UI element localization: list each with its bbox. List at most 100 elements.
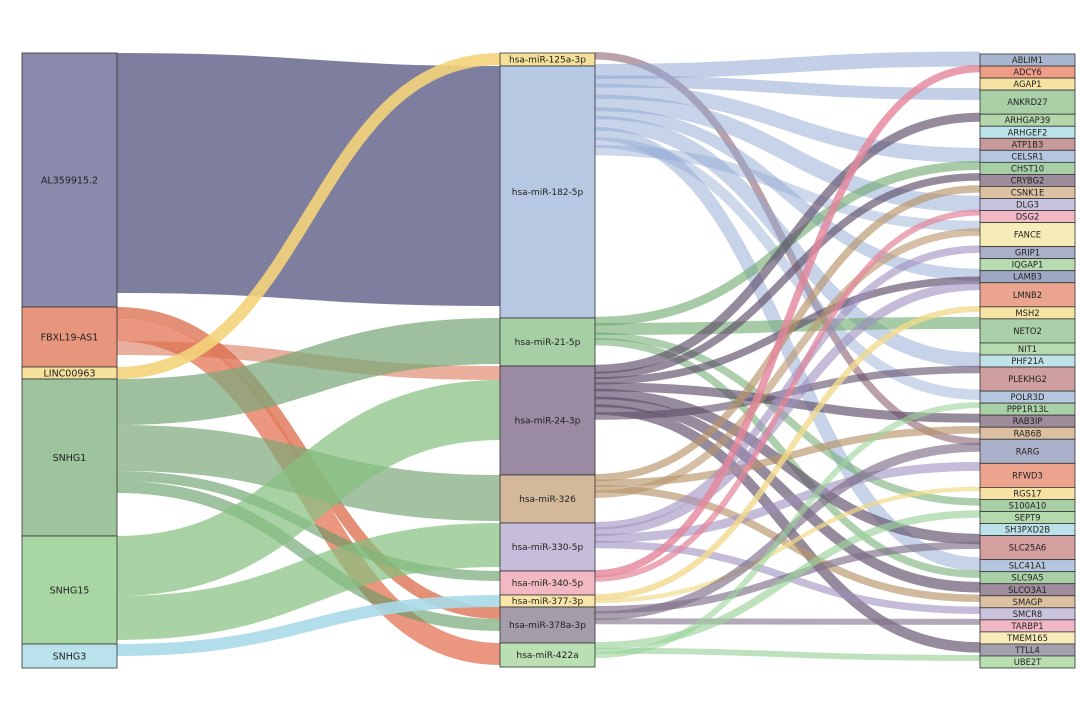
link-mirna-target [594, 461, 981, 543]
target-node-label: AGAP1 [1013, 79, 1041, 89]
target-node[interactable]: PHF21A [979, 354, 1076, 368]
target-node[interactable]: S100A10 [979, 499, 1076, 512]
target-node-box [979, 318, 1076, 344]
source-node[interactable]: AL359915.2 [21, 52, 118, 308]
mirna-node[interactable]: hsa-miR-182-5p [499, 65, 596, 319]
mirna-node-label: hsa-miR-24-3p [515, 417, 581, 427]
target-node[interactable]: PPP1R13L [979, 402, 1076, 416]
link-mirna-target [594, 388, 981, 545]
target-node[interactable]: ARHGEF2 [979, 125, 1076, 139]
mirna-node-box [499, 474, 596, 524]
target-node[interactable]: RAB6B [979, 426, 1076, 440]
link-mirna-target [594, 228, 981, 498]
target-node[interactable]: NETO2 [979, 318, 1076, 344]
target-node[interactable]: TARBP1 [979, 619, 1076, 633]
target-node-label: ARHGEF2 [1008, 127, 1048, 137]
target-node[interactable]: TTLL4 [979, 643, 1076, 657]
source-node-box [21, 306, 118, 368]
mirna-node[interactable]: hsa-miR-330-5p [499, 522, 596, 572]
target-node[interactable]: CELSR1 [979, 149, 1076, 163]
target-node-label: SMCR8 [1013, 609, 1043, 619]
source-node[interactable]: LINC00963 [21, 366, 118, 379]
target-node[interactable]: RAB3IP [979, 414, 1076, 428]
target-node[interactable]: SLC41A1 [979, 559, 1076, 573]
target-node[interactable]: FANCE [979, 222, 1076, 248]
target-node[interactable]: CRYBG2 [979, 173, 1076, 187]
link-mirna-target [594, 112, 981, 374]
source-node[interactable]: SNHG1 [21, 378, 118, 537]
target-node-label: NETO2 [1013, 326, 1042, 336]
target-node[interactable]: CHST10 [979, 161, 1076, 175]
link-mirna-target [594, 185, 981, 482]
source-node[interactable]: SNHG15 [21, 535, 118, 645]
target-node[interactable]: SLC9A5 [979, 571, 1076, 585]
target-node[interactable]: DSG2 [979, 210, 1076, 223]
target-node[interactable]: ATP1B3 [979, 137, 1076, 151]
mirna-node-label: hsa-miR-326 [519, 495, 576, 505]
target-node[interactable]: POLR3D [979, 390, 1076, 404]
mirna-node[interactable]: hsa-miR-422a [499, 642, 596, 668]
target-node[interactable]: AGAP1 [979, 77, 1076, 91]
mirna-node[interactable]: hsa-miR-377-3p [499, 594, 596, 608]
target-node-label: CELSR1 [1011, 151, 1043, 161]
target-node[interactable]: LAMB3 [979, 270, 1076, 284]
target-node[interactable]: SLC25A6 [979, 535, 1076, 561]
mirna-node[interactable]: hsa-miR-21-5p [499, 317, 596, 367]
link-mirna-target [594, 305, 981, 601]
target-node-label: SLC9A5 [1011, 573, 1043, 583]
target-node[interactable]: RGS17 [979, 487, 1076, 500]
target-node[interactable]: SLCO3A1 [979, 583, 1076, 597]
mirna-node-label: hsa-miR-378a-3p [509, 621, 586, 631]
target-node[interactable]: DLG3 [979, 198, 1076, 211]
target-node-label: DSG2 [1016, 212, 1040, 222]
target-node-label: RGS17 [1013, 488, 1041, 498]
target-node-box [979, 655, 1076, 669]
source-node[interactable]: FBXL19-AS1 [21, 306, 118, 368]
mirna-node-box [499, 317, 596, 367]
target-node-label: GRIP1 [1015, 248, 1040, 258]
target-node-label: CHST10 [1011, 163, 1044, 173]
target-node-box [979, 222, 1076, 248]
mirna-node-box [499, 365, 596, 476]
target-node[interactable]: LMNB2 [979, 282, 1076, 308]
target-node-box [979, 282, 1076, 308]
target-node[interactable]: MSH2 [979, 306, 1076, 320]
target-node[interactable]: TMEM165 [979, 631, 1076, 645]
mirna-node-label: hsa-miR-125a-3p [509, 56, 586, 66]
target-node[interactable]: NIT1 [979, 342, 1076, 356]
node-layer: AL359915.2 FBXL19-AS1 LINC00963 SNHG1 SNHG15… [21, 52, 1076, 669]
target-node[interactable]: IQGAP1 [979, 258, 1076, 272]
target-node-label: NIT1 [1018, 344, 1037, 354]
target-node[interactable]: ADCY6 [979, 65, 1076, 79]
target-node-label: PPP1R13L [1007, 404, 1049, 414]
target-node[interactable]: CSNK1E [979, 186, 1076, 199]
source-node-box [21, 378, 118, 537]
target-node[interactable]: ANKRD27 [979, 89, 1076, 115]
target-node[interactable]: SH3PXD2B [979, 523, 1076, 536]
mirna-node[interactable]: hsa-miR-24-3p [499, 365, 596, 476]
target-node-label: ATP1B3 [1012, 139, 1044, 149]
link-source-mirna [116, 481, 501, 631]
target-node-box [979, 89, 1076, 115]
target-node-label: ABLIM1 [1012, 55, 1043, 65]
target-node[interactable]: ARHGAP39 [979, 113, 1076, 127]
target-node[interactable]: RARG [979, 438, 1076, 464]
mirna-node[interactable]: hsa-miR-340-5p [499, 570, 596, 596]
target-node[interactable]: SMAGP [979, 595, 1076, 609]
mirna-node[interactable]: hsa-miR-378a-3p [499, 606, 596, 644]
target-node[interactable]: PLEKHG2 [979, 366, 1076, 392]
target-node[interactable]: SEPT9 [979, 511, 1076, 524]
mirna-node[interactable]: hsa-miR-125a-3p [499, 52, 596, 67]
target-node[interactable]: GRIP1 [979, 246, 1076, 260]
link-mirna-target [594, 618, 981, 625]
link-source-mirna [116, 53, 501, 379]
mirna-node[interactable]: hsa-miR-326 [499, 474, 596, 524]
target-node[interactable]: RFWD3 [979, 462, 1076, 488]
link-mirna-target [594, 209, 981, 582]
target-node[interactable]: UBE2T [979, 655, 1076, 669]
target-node[interactable]: ABLIM1 [979, 53, 1076, 67]
source-node[interactable]: SNHG3 [21, 643, 118, 669]
target-node[interactable]: SMCR8 [979, 607, 1076, 621]
link-mirna-target [594, 126, 981, 571]
target-node-label: PLEKHG2 [1008, 374, 1047, 384]
